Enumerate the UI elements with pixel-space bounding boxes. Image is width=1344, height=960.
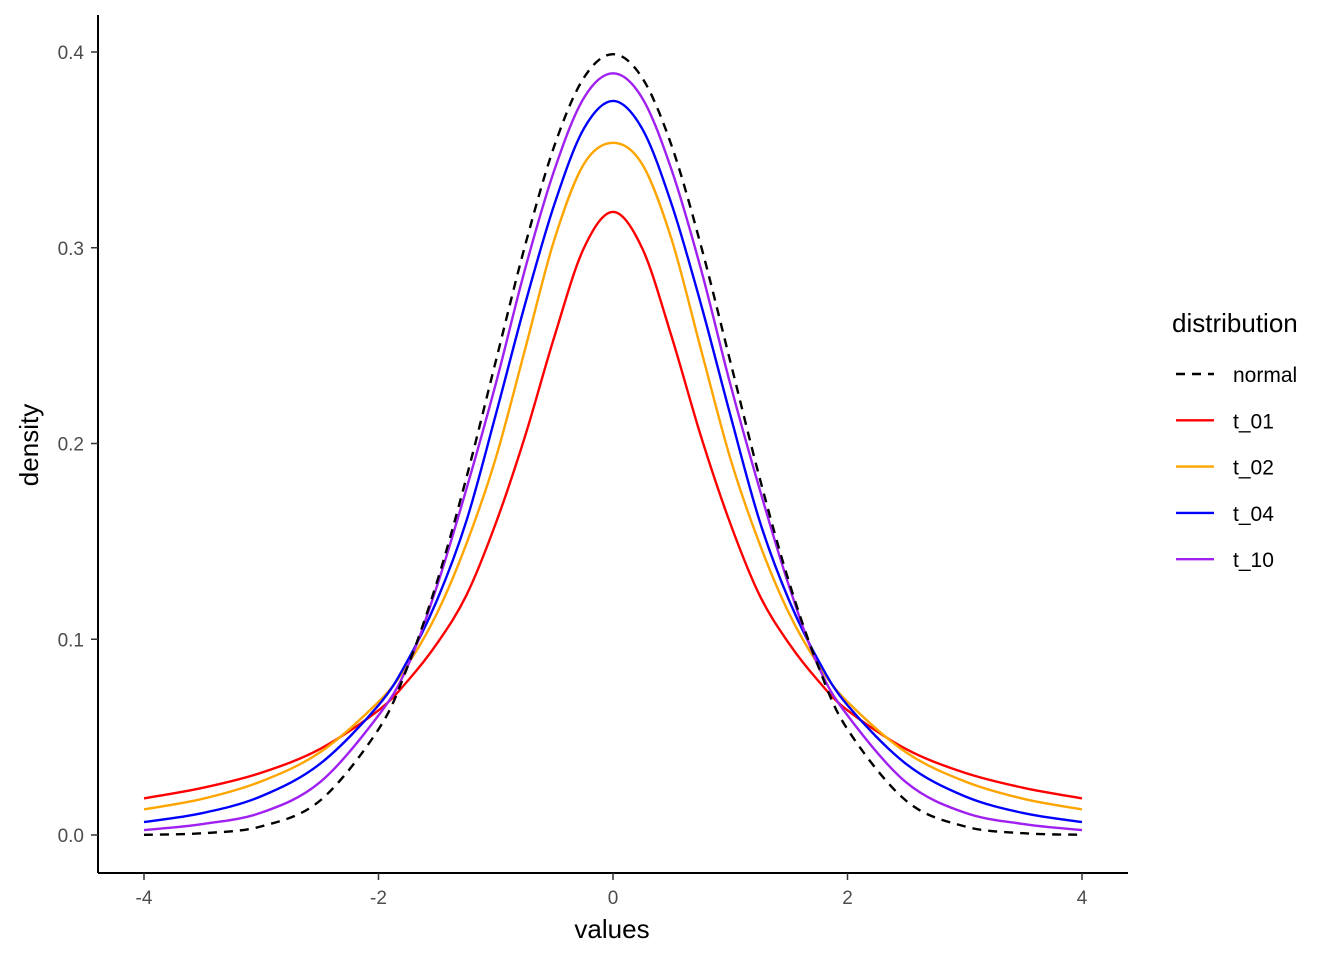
legend-label-t-10: t_10 xyxy=(1233,549,1274,572)
series-line-t-02 xyxy=(143,141,1083,811)
x-tick-label: -2 xyxy=(370,888,387,909)
y-tick-label: 0.4 xyxy=(58,43,85,64)
y-tick-label: 0.0 xyxy=(58,826,84,847)
legend-label-t-02: t_02 xyxy=(1233,457,1274,480)
axes: -4 -2 0 2 4 0.0 0.1 0.2 0.3 0.4 xyxy=(58,15,1128,909)
x-tick-label: 4 xyxy=(1077,888,1088,909)
legend-label-t-04: t_04 xyxy=(1233,503,1274,526)
series-line-normal xyxy=(143,52,1083,836)
legend-label-t-01: t_01 xyxy=(1233,410,1274,433)
y-tick-label: 0.3 xyxy=(58,239,84,260)
series-line-t-01 xyxy=(143,210,1083,800)
legend-title: distribution xyxy=(1172,308,1298,338)
x-tick-label: 2 xyxy=(842,888,853,909)
y-tick-label: 0.1 xyxy=(58,630,84,651)
x-axis-title: values xyxy=(574,914,649,944)
series-line-t-04 xyxy=(143,99,1083,824)
legend: distribution normal t_01 t_02 t_04 t_10 xyxy=(1172,308,1298,572)
legend-label-normal: normal xyxy=(1233,364,1297,387)
y-tick-label: 0.2 xyxy=(58,435,84,456)
x-tick-label: 0 xyxy=(608,888,619,909)
plot-lines xyxy=(143,52,1083,836)
series-line-t-10 xyxy=(143,72,1083,832)
x-tick-label: -4 xyxy=(136,888,153,909)
y-axis-title: density xyxy=(14,404,44,486)
